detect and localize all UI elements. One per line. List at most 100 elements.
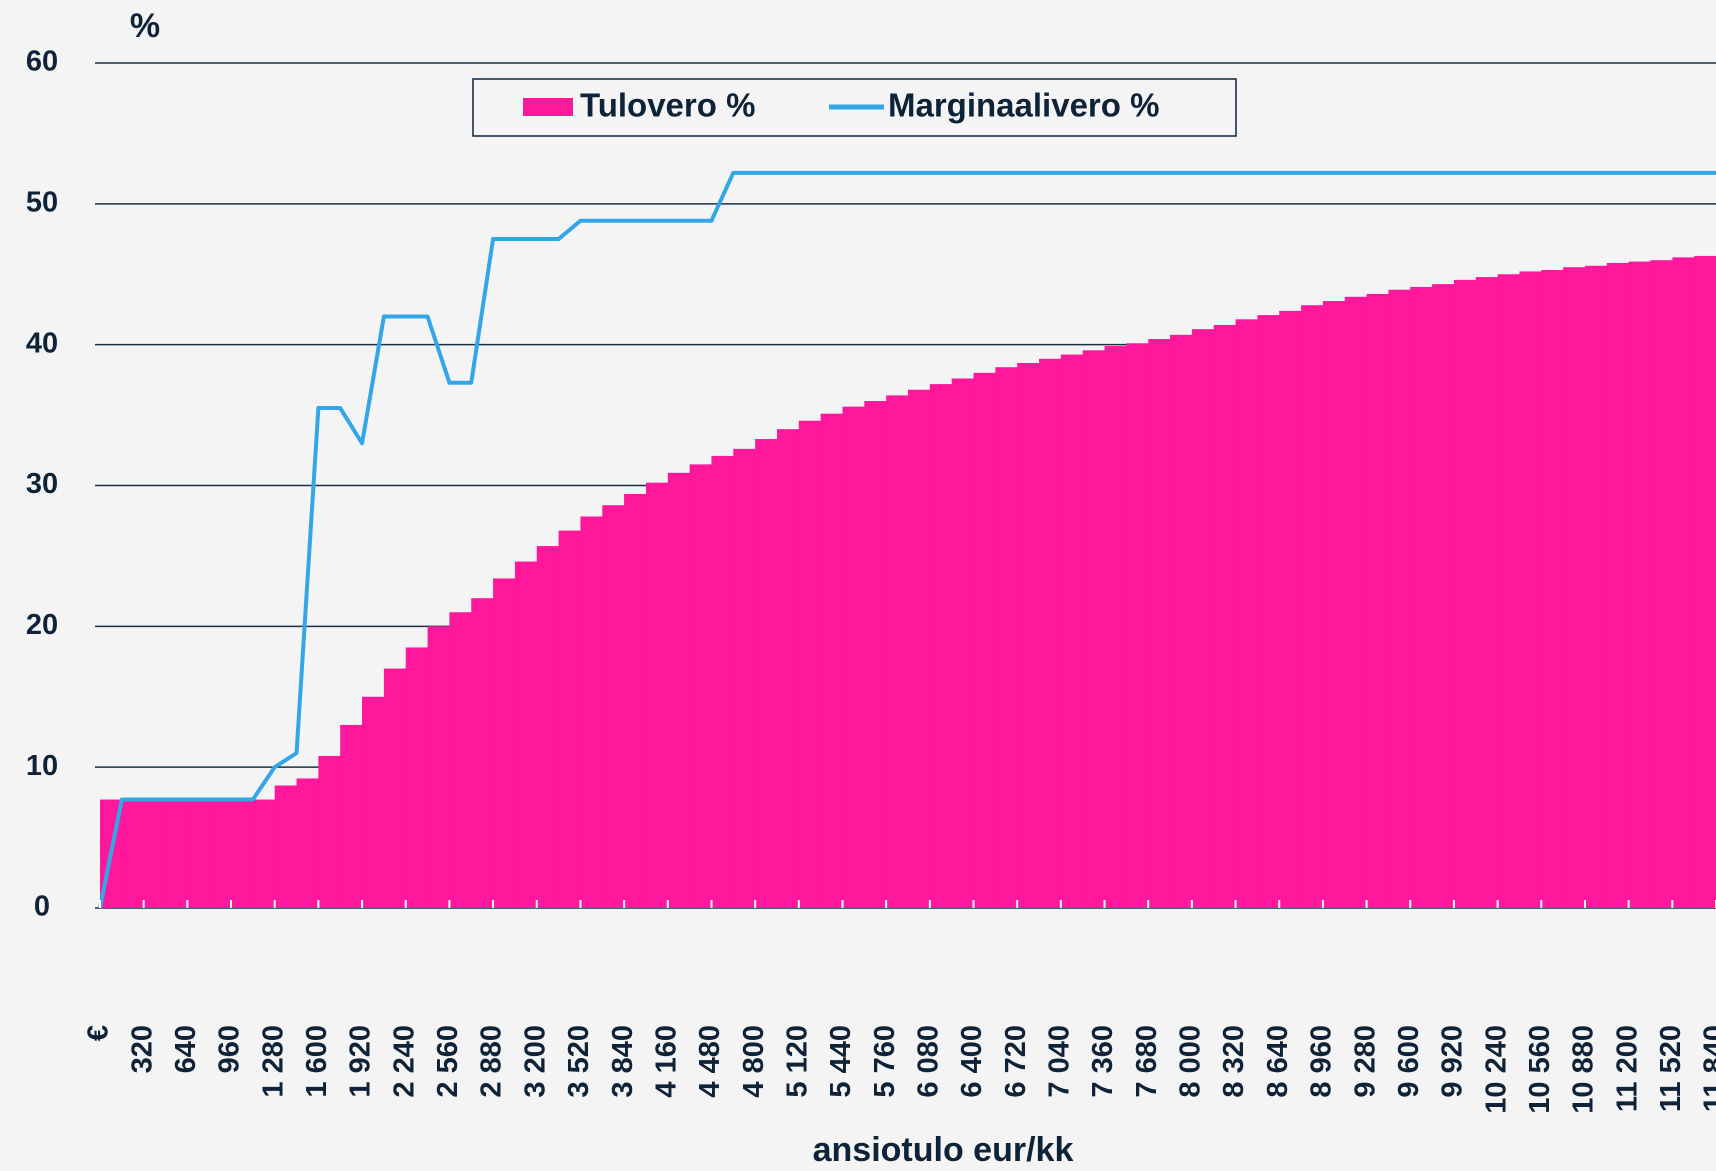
area-step [1017,362,1040,909]
legend-swatch [523,98,573,116]
area-step [602,505,625,908]
area-step [1584,265,1608,908]
x-tick-label: 960 [214,1025,246,1073]
x-tick-label: 5 760 [869,1025,901,1098]
area-step [755,439,778,908]
area-step [362,696,385,908]
area-step [820,413,843,908]
x-tick-label: 1 920 [345,1025,377,1098]
area-step [908,389,931,908]
area-step [1432,284,1455,908]
area-step [514,561,538,908]
x-tick-label: 11 520 [1655,1025,1687,1112]
area-step [1126,343,1149,909]
area-step [1563,267,1586,908]
area-step [427,626,450,908]
area-step [1388,289,1411,908]
area-step [274,785,298,908]
x-tick-label: 6 080 [912,1025,944,1098]
x-tick-label: 4 800 [738,1025,770,1098]
area-step [1191,329,1215,908]
x-tick-label: 10 240 [1480,1025,1512,1114]
axes: 0 10 20 30 40 50 60 € 320 640 960 1 280 1 600 1 920 2 … [26,46,1716,1114]
x-tick-label: 3 200 [519,1025,551,1098]
area-step [121,799,145,908]
area-step [1672,257,1695,909]
area-step [798,420,822,908]
area-step [689,464,712,908]
area-step [1453,279,1477,909]
area-step [252,799,276,908]
x-tick-label: 1 280 [257,1025,289,1098]
area-step [1344,296,1368,908]
area-step [1060,354,1084,908]
area-step [886,395,909,908]
area-step [929,384,953,909]
x-tick-label: 7 360 [1087,1025,1119,1098]
area-step [842,406,865,908]
x-tick-label: 8 640 [1262,1025,1294,1098]
area-step [1148,339,1171,908]
x-tick-label: 11 200 [1611,1025,1643,1112]
area-step [1322,301,1346,909]
x-tick-label: 3 840 [607,1025,639,1098]
y-tick-label: 30 [26,468,58,500]
x-tick-label: 320 [126,1025,158,1073]
area-step [383,668,407,908]
x-tick-label: 10 880 [1568,1025,1600,1114]
area-step [1694,255,1716,909]
area-step [1104,346,1127,908]
x-tick-label: 11 840 [1699,1025,1716,1112]
area-step [995,367,1018,908]
x-tick-label: 8 320 [1218,1025,1250,1098]
legend: Tulovero % Marginaalivero % [472,78,1237,137]
area-step [1519,271,1542,908]
x-tick-label: 9 600 [1393,1025,1425,1098]
x-tick-label: 640 [170,1025,202,1073]
area-step [711,455,734,908]
x-tick-label: 10 560 [1524,1025,1556,1114]
area-step [209,799,232,908]
x-axis-title: ansiotulo eur/kk [813,1131,1074,1169]
area-step [1497,274,1520,908]
x-tick-label: 8 000 [1175,1025,1207,1098]
x-tick-label: 2 240 [388,1025,420,1098]
x-tick-label: 2 880 [476,1025,508,1098]
area-step [493,578,516,908]
area-step [973,372,996,908]
y-tick-label: 20 [26,609,58,641]
area-step [645,482,669,908]
area-step [1279,310,1302,908]
area-step [165,799,188,908]
area-step [405,647,429,908]
x-tick-label: 4 160 [650,1025,682,1098]
area-step [1628,261,1651,908]
area-step [1475,277,1499,909]
area-step [143,799,167,908]
area-step [296,778,319,908]
legend-label: Marginaalivero % [888,87,1159,124]
line [98,170,1716,909]
x-tick-label: 9 280 [1349,1025,1381,1098]
area-step [1257,315,1280,908]
plot [98,170,1716,909]
area-step [1039,358,1062,908]
x-tick-label: 6 720 [1000,1025,1032,1098]
area-step [733,448,756,908]
x-tick-label: 5 440 [825,1025,857,1098]
area-step [1366,293,1389,908]
area-step [536,546,560,908]
area-step [187,799,210,908]
x-tick-label: 4 480 [694,1025,726,1098]
area-step [1541,270,1564,908]
x-tick-label: 5 120 [781,1025,813,1098]
area-step [1170,334,1193,908]
area-step [318,755,341,908]
y-tick-label: 60 [26,46,58,78]
area-step [1606,262,1630,908]
area-step [1650,260,1673,909]
y-tick-label: 40 [26,327,58,359]
y-tick-label: 10 [26,750,58,782]
x-tick-label: 6 400 [956,1025,988,1098]
